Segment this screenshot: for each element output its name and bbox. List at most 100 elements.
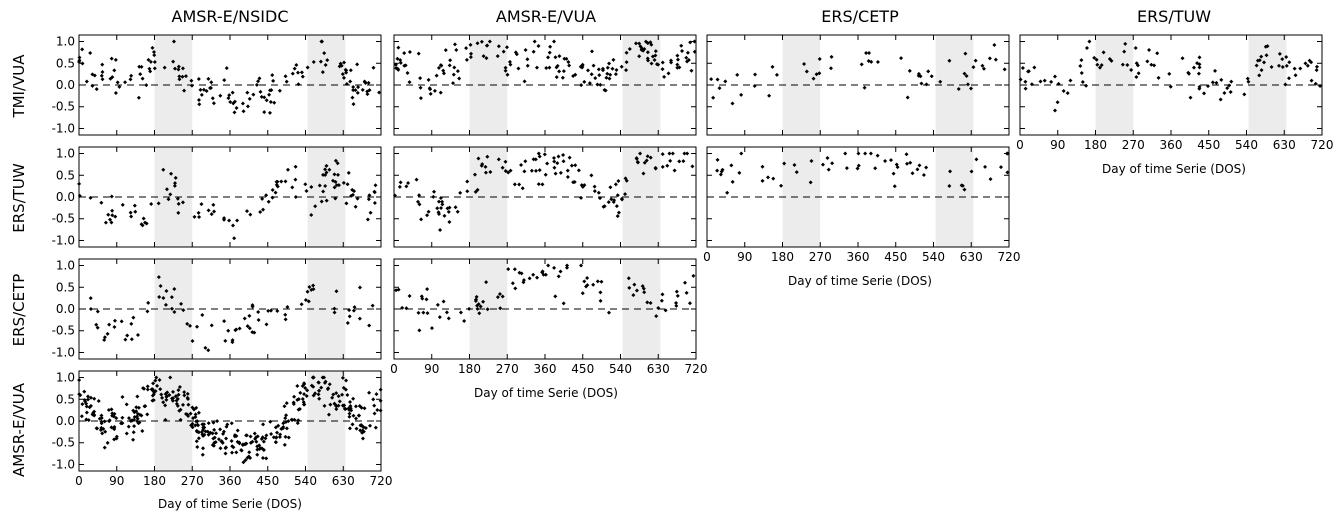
data-point [1134, 74, 1139, 79]
data-point [325, 58, 330, 63]
data-point [88, 403, 93, 408]
data-point [959, 183, 964, 188]
data-point [546, 55, 551, 60]
data-point [373, 425, 378, 430]
data-point [182, 390, 187, 395]
data-point [1245, 76, 1250, 81]
data-point [561, 159, 566, 164]
data-point [663, 308, 668, 313]
data-point [270, 195, 275, 200]
data-point [283, 312, 288, 317]
panel-r1-c1: 1.0 0.5 0.0 -0.5 -1.0 [52, 34, 382, 136]
data-point [987, 56, 992, 61]
data-point [152, 66, 157, 71]
data-point [926, 69, 931, 74]
data-point [1262, 60, 1267, 65]
data-point [254, 82, 259, 87]
data-point [1219, 77, 1224, 82]
data-point [103, 429, 108, 434]
data-point [652, 57, 657, 62]
data-point [353, 404, 358, 409]
data-point [367, 390, 372, 395]
data-point [1313, 81, 1318, 86]
data-point [211, 202, 216, 207]
data-point [1052, 108, 1057, 113]
data-point [224, 424, 229, 429]
data-point [634, 288, 639, 293]
data-point [497, 292, 502, 297]
data-point [1259, 68, 1264, 73]
data-point [469, 51, 474, 56]
data-point [187, 323, 192, 328]
data-point [252, 431, 257, 436]
data-point [353, 88, 358, 93]
data-point [576, 168, 581, 173]
data-point [503, 65, 508, 70]
data-point [589, 49, 594, 54]
data-point [438, 196, 443, 201]
data-point [180, 74, 185, 79]
data-point [284, 426, 289, 431]
data-point [598, 290, 603, 295]
panels-layer: 1.00.50.0-0.5-1.00 90 180 270 360 450 540 630 72… [52, 34, 1333, 488]
data-point [214, 431, 219, 436]
data-point [1298, 66, 1303, 71]
y-tick-label: -1.0 [52, 121, 75, 135]
data-point [144, 221, 149, 226]
data-point [257, 76, 262, 81]
data-point [163, 417, 168, 422]
data-point [343, 387, 348, 392]
data-point [273, 425, 278, 430]
data-point [580, 184, 585, 189]
data-point [234, 327, 239, 332]
data-point [1038, 79, 1043, 84]
data-point [474, 294, 479, 299]
data-point [859, 62, 864, 67]
data-point [332, 185, 337, 190]
data-point [532, 39, 537, 44]
data-point [438, 63, 443, 68]
data-point [614, 204, 619, 209]
data-point [477, 311, 482, 316]
shaded-band [782, 35, 821, 135]
data-point [125, 333, 130, 338]
data-point [234, 450, 239, 455]
data-point [113, 57, 118, 62]
data-point [113, 90, 118, 95]
data-point [484, 56, 489, 61]
data-point [624, 60, 629, 65]
data-point [248, 456, 253, 461]
data-point [645, 300, 650, 305]
data-point [345, 392, 350, 397]
data-point [404, 306, 409, 311]
y-tick-label: 1.0 [56, 371, 75, 385]
data-point [654, 62, 659, 67]
data-point [372, 411, 377, 416]
data-point [171, 389, 176, 394]
data-point [660, 67, 665, 72]
data-point [648, 301, 653, 306]
data-point [197, 215, 202, 220]
data-point [465, 189, 470, 194]
data-point [355, 62, 360, 67]
data-point [261, 422, 266, 427]
data-point [1188, 95, 1193, 100]
data-point [339, 63, 344, 68]
data-point [299, 70, 304, 75]
data-point [349, 408, 354, 413]
data-point [418, 96, 423, 101]
data-point [247, 96, 252, 101]
data-point [235, 439, 240, 444]
data-point [320, 375, 325, 380]
x-tick-label: 630 [960, 250, 983, 264]
data-point [164, 187, 169, 192]
data-point [230, 90, 235, 95]
data-point [292, 394, 297, 399]
data-point [947, 184, 952, 189]
data-point [1042, 78, 1047, 83]
data-point [438, 90, 443, 95]
data-point [591, 282, 596, 287]
data-point [327, 382, 332, 387]
data-point [737, 170, 742, 175]
